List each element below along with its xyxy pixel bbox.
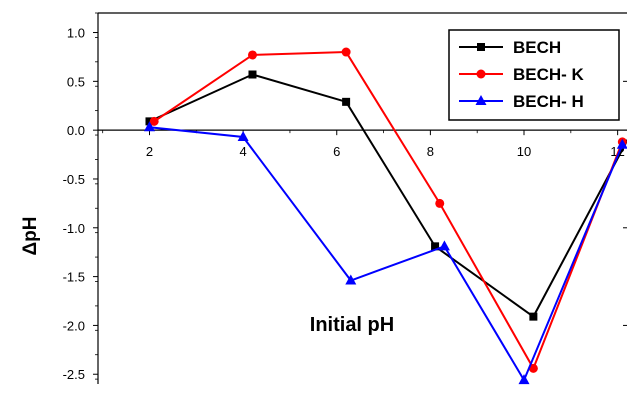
data-point — [518, 374, 530, 385]
data-point — [237, 130, 249, 141]
x-tick-label: 10 — [517, 144, 531, 159]
data-point — [341, 47, 351, 57]
legend-marker — [475, 95, 487, 105]
legend-marker — [476, 69, 486, 79]
x-tick-label: 8 — [427, 144, 434, 159]
legend: BECH BECH- K BECH- H — [448, 29, 620, 121]
data-point — [438, 240, 450, 251]
y-tick-label: 0.0 — [67, 123, 85, 138]
data-point — [247, 50, 257, 60]
data-point — [248, 70, 257, 79]
legend-label: BECH- K — [513, 65, 585, 84]
data-point — [143, 121, 155, 132]
data-point — [528, 363, 538, 373]
series-line — [153, 51, 624, 371]
y-tick-label: -2.0 — [63, 318, 85, 333]
series-bech-k — [149, 47, 627, 373]
data-point — [342, 97, 351, 106]
y-tick-label: -2.5 — [63, 367, 85, 382]
y-tick-label: -1.5 — [63, 270, 85, 285]
data-point — [616, 138, 627, 149]
legend-label: BECH- H — [513, 92, 584, 111]
y-tick-label: -1.0 — [63, 221, 85, 236]
y-axis-label: ΔpH — [20, 217, 41, 256]
x-tick-label: 2 — [146, 144, 153, 159]
data-point — [529, 312, 538, 321]
y-tick-label: 0.5 — [67, 74, 85, 89]
x-axis-label: Initial pH — [310, 314, 394, 336]
x-tick-label: 4 — [240, 144, 247, 159]
y-tick-label: 1.0 — [67, 26, 85, 41]
series-bech-h — [143, 121, 627, 385]
series-layer — [143, 47, 627, 385]
series-line — [149, 126, 624, 383]
data-point — [431, 242, 440, 251]
y-tick-label: -0.5 — [63, 172, 85, 187]
x-tick-label: 6 — [333, 144, 340, 159]
data-point — [435, 198, 445, 208]
data-point — [149, 116, 159, 126]
legend-marker — [477, 43, 485, 51]
legend-label: BECH — [513, 38, 561, 57]
data-point — [345, 274, 357, 285]
series-line — [149, 73, 627, 319]
